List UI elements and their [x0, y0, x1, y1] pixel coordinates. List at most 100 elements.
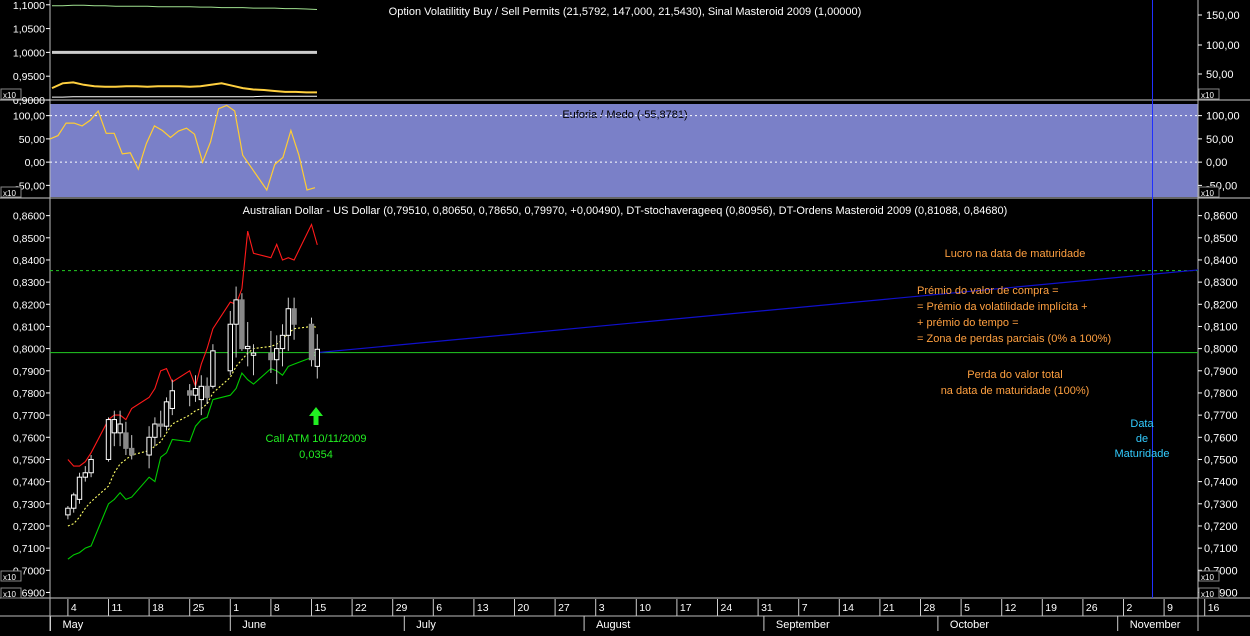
euforia-right-tick: 0,00: [1206, 157, 1227, 169]
main-right-tick: 0,8400: [1204, 255, 1238, 267]
candle-body: [233, 299, 239, 325]
main-left-tick: 0,7400: [13, 477, 45, 489]
euforia-title: Euforia / Medo (-55,8781): [562, 109, 687, 121]
euforia-right-tick: 50,00: [1206, 134, 1234, 146]
top-series-line: [51, 81, 317, 94]
scale-tag-box: [0, 587, 22, 599]
candle-body: [227, 323, 234, 372]
top-left-tick: 1,0500: [13, 24, 45, 36]
up-arrow-icon: [309, 407, 323, 425]
candle-body: [268, 352, 274, 361]
x-month-label: June: [242, 619, 266, 631]
x-day-label: 20: [518, 602, 530, 614]
top-series-line: [52, 95, 317, 98]
main-left-tick: 0,8000: [13, 344, 45, 356]
projection-line: [317, 269, 1199, 354]
x-day-label: 18: [152, 602, 164, 614]
candle-body: [314, 348, 321, 367]
scale-tag-box: [0, 570, 22, 582]
x-day-label: 1: [233, 602, 239, 614]
scale-tag-box: [0, 186, 22, 198]
x-month-label: August: [596, 619, 630, 631]
candle-body: [88, 458, 94, 474]
profit-annotation: Lucro na data de maturidade: [945, 248, 1086, 260]
x-month-label: October: [950, 619, 989, 631]
scale-tag-label: x10: [1201, 590, 1214, 599]
lower-band-line: [67, 352, 318, 560]
main-left-tick: 0,8600: [13, 211, 45, 223]
main-left-tick: 0,8400: [13, 255, 45, 267]
main-right-tick: 0,8000: [1204, 344, 1238, 356]
x-month-label: May: [63, 619, 84, 631]
x-month-label: July: [416, 619, 436, 631]
upper-band-line: [67, 222, 318, 467]
candle-body: [279, 334, 286, 350]
euforia-left-tick: 100,00: [13, 111, 45, 123]
main-panel-title: Australian Dollar - US Dollar (0,79510, …: [243, 205, 1008, 217]
main-left-tick: 0,8200: [13, 299, 45, 311]
candle-body: [158, 423, 164, 427]
scale-tag-box: [1198, 570, 1220, 582]
main-right-tick: 0,7600: [1204, 432, 1238, 444]
main-right-tick: 0,7900: [1204, 366, 1238, 378]
top-left-tick: 1,0000: [13, 47, 45, 59]
scale-tag-box: [0, 88, 22, 100]
maturity-annotation: Data: [1130, 418, 1154, 430]
x-day-label: 27: [558, 602, 570, 614]
main-left-tick: 0,7800: [13, 388, 45, 400]
top-right-tick: 100,00: [1206, 40, 1240, 52]
x-month-label: November: [1130, 619, 1181, 631]
candle-body: [274, 348, 280, 361]
middle-line: [67, 325, 318, 527]
x-day-label: 10: [639, 602, 651, 614]
main-left-tick: 0,7200: [13, 521, 45, 533]
x-day-label: 24: [721, 602, 733, 614]
scale-tag-box: [1198, 587, 1220, 599]
scale-tag-label: x10: [3, 590, 16, 599]
candle-body: [204, 385, 210, 398]
x-day-label: 2: [1127, 602, 1133, 614]
euforia-left-tick: -50,00: [15, 180, 45, 192]
candle-body: [291, 308, 297, 325]
candle-body: [152, 423, 158, 438]
candle-body: [129, 447, 135, 456]
premium-annotation: = Zona de perdas parciais (0% a 100%): [917, 333, 1111, 345]
main-left-tick: 0,7100: [13, 543, 45, 555]
candle-body: [210, 350, 216, 387]
main-right-tick: 0,8100: [1204, 321, 1238, 333]
top-left-tick: 0,9500: [13, 71, 45, 83]
candle-body: [169, 390, 176, 409]
candle-body: [198, 385, 205, 401]
x-day-label: 3: [599, 602, 605, 614]
euforia-right-tick: 100,00: [1206, 111, 1240, 123]
x-day-label: 9: [1167, 602, 1173, 614]
scale-tag-label: x10: [1201, 91, 1214, 100]
candle-body: [105, 419, 112, 460]
main-right-tick: 0,8600: [1204, 211, 1238, 223]
x-day-label: 11: [112, 602, 123, 614]
x-day-label: 17: [680, 602, 692, 614]
main-right-tick: 0,8200: [1204, 299, 1238, 311]
main-left-tick: 0,8100: [13, 321, 45, 333]
premium-annotation: + prémio do tempo =: [917, 317, 1019, 329]
main-right-tick: 0,7400: [1204, 477, 1238, 489]
main-left-tick: 0,7500: [13, 454, 45, 466]
main-left-tick: 0,7700: [13, 410, 45, 422]
main-left-tick: 0,7300: [13, 499, 45, 511]
x-day-label: 19: [1045, 602, 1057, 614]
candle-body: [146, 436, 152, 456]
main-left-tick: 0,7900: [13, 366, 45, 378]
x-day-label: 16: [1208, 602, 1220, 614]
candle-body: [187, 390, 193, 396]
x-day-label: 22: [355, 602, 367, 614]
x-day-label: 14: [842, 602, 854, 614]
main-right-tick: 0,7100: [1204, 543, 1238, 555]
x-day-label: 29: [396, 602, 408, 614]
x-day-label: 8: [274, 602, 280, 614]
main-right-tick: 0,7300: [1204, 499, 1238, 511]
x-day-label: 31: [761, 602, 773, 614]
x-month-label: September: [776, 619, 830, 631]
main-left-tick: 0,8300: [13, 277, 45, 289]
x-day-label: 21: [883, 602, 895, 614]
